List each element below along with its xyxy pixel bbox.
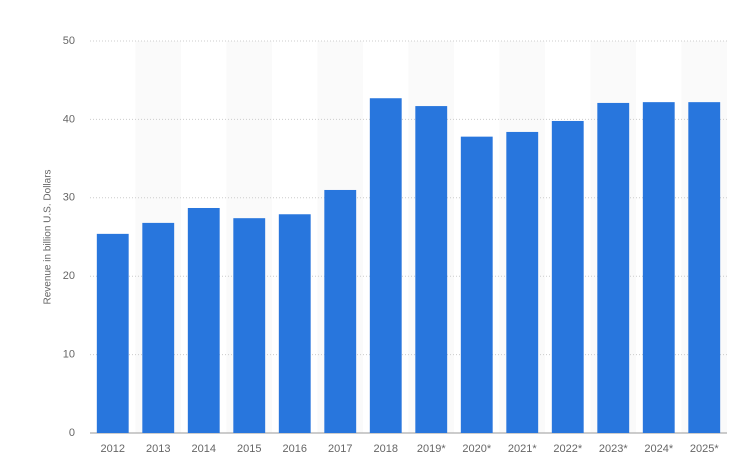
x-tick-label: 2023* — [599, 443, 628, 455]
x-tick-label: 2015 — [237, 443, 261, 455]
x-tick-label: 2021* — [508, 443, 537, 455]
y-tick-label: 10 — [63, 349, 75, 361]
x-tick-label: 2013 — [146, 443, 170, 455]
bar — [369, 98, 402, 434]
x-tick-label: 2012 — [101, 443, 125, 455]
x-tick-label: 2020* — [462, 443, 491, 455]
x-tick-label: 2018 — [374, 443, 398, 455]
bar — [142, 222, 175, 433]
y-tick-label: 40 — [63, 113, 75, 125]
y-tick-label: 30 — [63, 192, 75, 204]
bar — [233, 218, 266, 433]
bar — [688, 102, 721, 433]
x-tick-label: 2024* — [644, 443, 673, 455]
bar — [415, 106, 448, 434]
x-tick-label: 2017 — [328, 443, 352, 455]
bar — [324, 189, 357, 433]
bar — [187, 207, 220, 433]
y-axis-title: Revenue in billion U.S. Dollars — [43, 169, 54, 304]
y-tick-label: 50 — [63, 35, 75, 47]
bar — [96, 233, 129, 433]
bar — [278, 214, 311, 433]
x-tick-label: 2016 — [283, 443, 307, 455]
bar — [642, 102, 675, 433]
x-tick-label: 2019* — [417, 443, 446, 455]
x-tick-label: 2025* — [690, 443, 719, 455]
bar — [551, 120, 584, 433]
bar — [597, 102, 630, 433]
x-tick-label: 2014 — [192, 443, 216, 455]
x-tick-label: 2022* — [553, 443, 582, 455]
y-tick-label: 0 — [69, 427, 75, 439]
y-tick-label: 20 — [63, 270, 75, 282]
bar — [460, 136, 493, 433]
bar — [506, 131, 539, 433]
